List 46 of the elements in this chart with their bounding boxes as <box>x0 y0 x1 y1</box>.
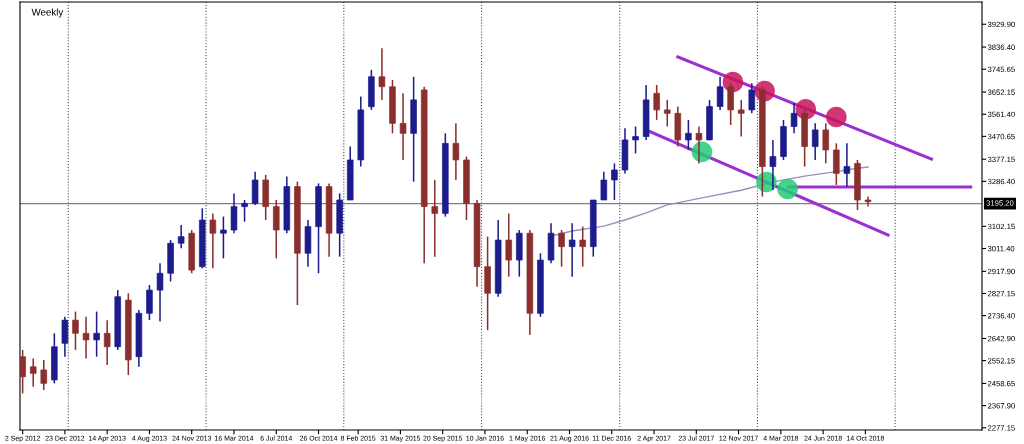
point <box>777 178 798 200</box>
candlestick <box>241 199 248 223</box>
candlestick <box>20 349 26 395</box>
candlestick <box>40 359 48 391</box>
candlestick <box>769 139 777 191</box>
candlestick <box>82 315 90 360</box>
candlestick <box>273 199 280 260</box>
candlestick <box>61 315 69 358</box>
candlestick <box>399 92 407 161</box>
candlestick <box>653 84 660 121</box>
candlestick <box>72 310 79 351</box>
candlestick <box>695 125 703 165</box>
candlestick <box>685 119 692 151</box>
candlestick <box>748 82 756 115</box>
candlestick <box>663 99 671 128</box>
candlestick <box>431 179 439 258</box>
candlestick <box>822 122 830 165</box>
candlestick <box>737 99 745 138</box>
candlestick <box>811 122 819 161</box>
candlestick <box>600 170 608 201</box>
candlestick <box>378 47 386 101</box>
candlestick <box>220 215 227 260</box>
candlestick <box>790 102 798 135</box>
candlestick <box>505 212 512 278</box>
candlestick <box>579 225 586 268</box>
candlestick <box>209 212 217 270</box>
candlestick <box>864 195 872 208</box>
candlestick <box>843 142 851 188</box>
candlestick <box>452 122 460 181</box>
candlestick <box>611 162 618 201</box>
candlestick <box>103 319 111 366</box>
candlestick <box>93 310 100 358</box>
candlestick <box>146 284 153 321</box>
candlestick <box>251 170 259 206</box>
candlestick <box>632 125 639 155</box>
candlestick <box>177 224 185 250</box>
text: Weekly <box>31 8 64 18</box>
point <box>826 106 847 128</box>
candlestick <box>558 229 565 268</box>
candlestick <box>833 142 840 186</box>
candlestick <box>727 82 734 126</box>
candlestick <box>29 357 37 388</box>
candlestick <box>716 75 724 111</box>
candlestick <box>230 192 238 234</box>
candlestick <box>568 222 576 278</box>
candlestick <box>156 262 164 323</box>
